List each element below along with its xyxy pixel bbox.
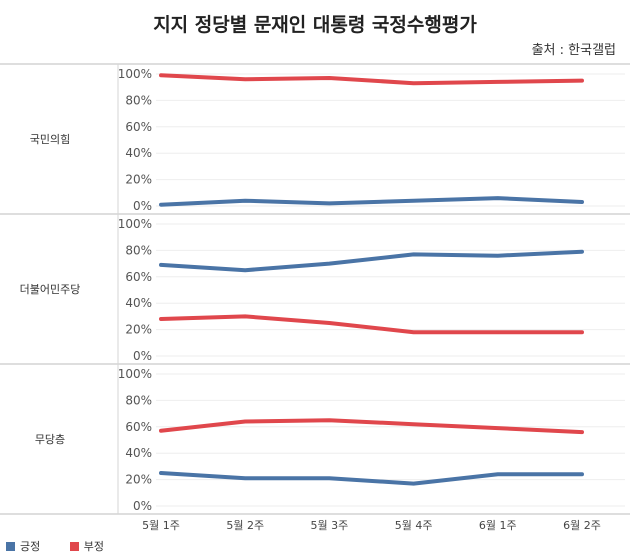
- y-tick-label: 80%: [125, 393, 152, 407]
- y-tick-label: 20%: [125, 473, 152, 487]
- y-tick-label: 100%: [118, 217, 152, 231]
- y-tick-label: 40%: [125, 146, 152, 160]
- panel-label: 더불어민주당: [20, 283, 81, 296]
- positive-point: [496, 472, 500, 476]
- positive-point: [327, 201, 331, 205]
- negative-point: [412, 330, 416, 334]
- negative-point: [159, 429, 163, 433]
- y-tick-label: 20%: [125, 323, 152, 337]
- negative-point: [496, 330, 500, 334]
- panel-label: 무당층: [35, 433, 65, 446]
- y-tick-label: 60%: [125, 270, 152, 284]
- positive-point: [496, 254, 500, 258]
- x-tick-label: 6월 2주: [563, 519, 601, 532]
- negative-point: [159, 73, 163, 77]
- negative-point: [327, 321, 331, 325]
- negative-point: [496, 426, 500, 430]
- positive-point: [243, 268, 247, 272]
- negative-line: [159, 418, 584, 435]
- y-tick-label: 80%: [125, 93, 152, 107]
- positive-point: [327, 262, 331, 266]
- positive-point: [580, 250, 584, 254]
- y-tick-label: 100%: [118, 67, 152, 81]
- source-label: 출처 : 한국갤럽: [531, 43, 616, 58]
- negative-point: [580, 330, 584, 334]
- x-tick-label: 5월 1주: [142, 519, 180, 532]
- y-tick-label: 0%: [133, 499, 152, 513]
- panel-label: 국민의힘: [30, 133, 70, 146]
- negative-point: [243, 77, 247, 81]
- positive-point: [159, 471, 163, 475]
- x-tick-label: 5월 4주: [395, 519, 433, 532]
- negative-point: [327, 76, 331, 80]
- y-tick-label: 0%: [133, 349, 152, 363]
- legend-label-positive: 긍정: [20, 540, 41, 553]
- legend-item-positive: 긍정: [6, 538, 40, 554]
- positive-point: [327, 476, 331, 480]
- negative-point: [412, 422, 416, 426]
- y-tick-label: 40%: [125, 446, 152, 460]
- negative-point: [580, 430, 584, 434]
- y-tick-label: 60%: [125, 120, 152, 134]
- y-tick-label: 20%: [125, 173, 152, 187]
- legend: 긍정 부정: [6, 538, 130, 554]
- negative-point: [327, 418, 331, 422]
- x-tick-label: 5월 3주: [311, 519, 349, 532]
- y-tick-label: 0%: [133, 199, 152, 213]
- y-tick-label: 100%: [118, 367, 152, 381]
- negative-point: [412, 81, 416, 85]
- positive-point: [412, 199, 416, 203]
- negative-line: [159, 314, 584, 335]
- legend-swatch-positive: [6, 541, 15, 551]
- positive-point: [580, 472, 584, 476]
- y-tick-label: 40%: [125, 296, 152, 310]
- negative-point: [580, 79, 584, 83]
- positive-point: [412, 482, 416, 486]
- negative-point: [243, 420, 247, 424]
- positive-point: [243, 199, 247, 203]
- positive-point: [412, 252, 416, 256]
- negative-point: [243, 314, 247, 318]
- y-tick-label: 60%: [125, 420, 152, 434]
- negative-point: [159, 317, 163, 321]
- negative-line: [159, 73, 584, 86]
- positive-point: [159, 263, 163, 267]
- legend-label-negative: 부정: [83, 540, 104, 553]
- negative-point: [496, 80, 500, 84]
- positive-line: [159, 249, 584, 273]
- positive-point: [159, 203, 163, 207]
- chart-title: 지지 정당별 문재인 대통령 국정수행평가: [153, 14, 477, 36]
- legend-swatch-negative: [69, 541, 79, 551]
- positive-line: [159, 471, 584, 486]
- x-tick-label: 6월 1주: [479, 519, 517, 532]
- positive-point: [243, 476, 247, 480]
- y-tick-label: 80%: [125, 243, 152, 257]
- positive-point: [496, 196, 500, 200]
- x-tick-label: 5월 2주: [226, 519, 264, 532]
- positive-point: [580, 200, 584, 204]
- legend-item-negative: 부정: [69, 538, 104, 554]
- positive-line: [159, 196, 584, 207]
